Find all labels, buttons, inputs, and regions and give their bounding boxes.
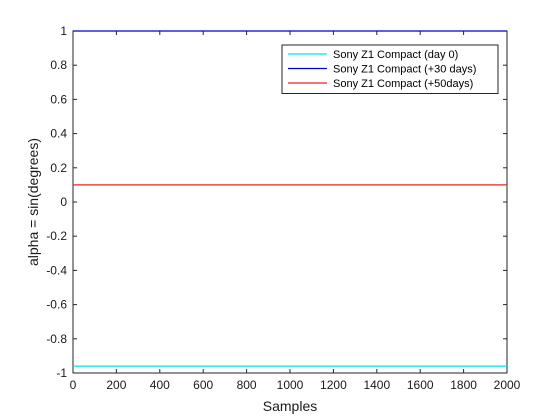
y-tick-label: 1 xyxy=(60,24,67,38)
y-tick-label: -1 xyxy=(56,366,67,380)
y-tick-label: -0.8 xyxy=(46,332,67,346)
x-tick-label: 1800 xyxy=(450,378,477,392)
x-tick-label: 600 xyxy=(193,378,213,392)
y-tick-label: -0.6 xyxy=(46,298,67,312)
y-tick-label: 0.2 xyxy=(50,161,67,175)
x-tick-label: 200 xyxy=(106,378,126,392)
legend-entry-1: Sony Z1 Compact (+30 days) xyxy=(333,64,476,76)
legend-entry-0: Sony Z1 Compact (day 0) xyxy=(333,49,458,61)
x-tick-label: 1200 xyxy=(320,378,347,392)
y-tick-label: 0.8 xyxy=(50,58,67,72)
legend-box xyxy=(281,44,499,94)
x-axis: 0 200 400 600 800 1000 1200 1400 1600 1800 2000 xyxy=(70,31,521,392)
x-axis-label: Samples xyxy=(263,398,317,414)
y-tick-label: 0 xyxy=(60,195,67,209)
x-tick-label: 400 xyxy=(150,378,170,392)
x-tick-label: 2000 xyxy=(494,378,521,392)
y-tick-label: -0.4 xyxy=(46,263,67,277)
y-axis: -1 -0.8 -0.6 -0.4 -0.2 0 0.2 0.4 0.6 0.8 1 xyxy=(46,24,507,380)
series-lines xyxy=(73,30,507,367)
legend: Sony Z1 Compact (day 0) Sony Z1 Compact (… xyxy=(281,44,499,94)
x-tick-label: 800 xyxy=(237,378,257,392)
y-tick-label: 0.4 xyxy=(50,127,67,141)
y-tick-label: 0.6 xyxy=(50,92,67,106)
x-tick-label: 1600 xyxy=(407,378,434,392)
x-tick-label: 1000 xyxy=(277,378,304,392)
y-axis-label: alpha = sin(degrees) xyxy=(25,138,41,266)
x-tick-label: 1400 xyxy=(363,378,390,392)
x-tick-label: 0 xyxy=(70,378,77,392)
legend-entry-2: Sony Z1 Compact (+50days) xyxy=(333,78,473,90)
y-tick-label: -0.2 xyxy=(46,229,67,243)
